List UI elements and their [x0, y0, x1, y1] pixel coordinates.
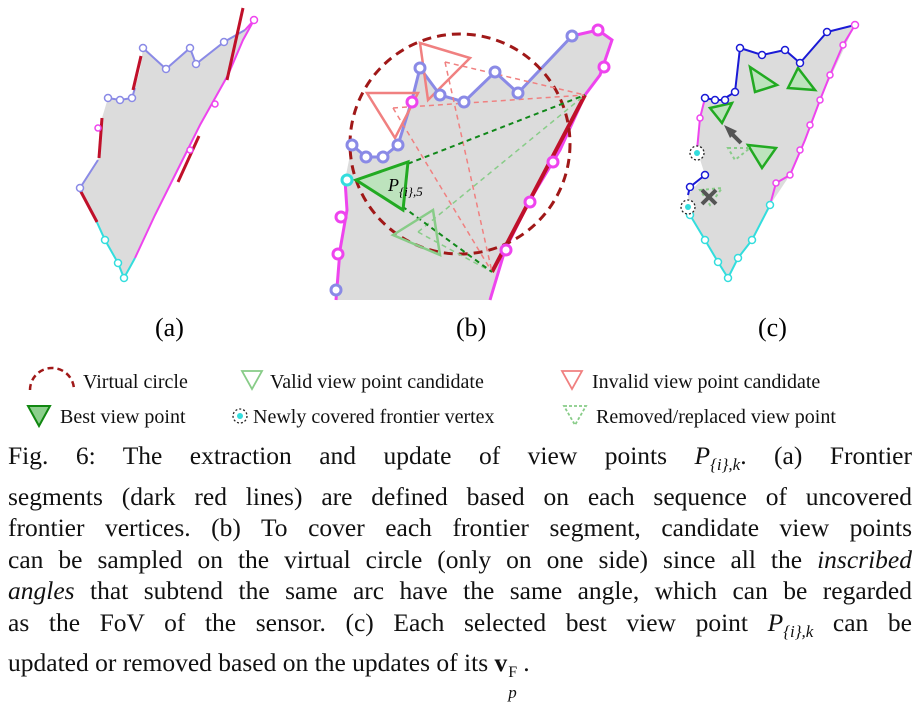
legend-removed-replaced-label: Removed/replaced view point: [596, 406, 836, 428]
legend: Virtual circle Valid view point candidat…: [26, 366, 836, 429]
panel-a-blue-boundary-lower: [79, 159, 99, 189]
panel-b-point-label: P{i},5: [387, 175, 423, 199]
panel-c-best-view-point: [786, 65, 818, 92]
panel-a-frontier-segment: [225, 7, 245, 81]
panel-a-frontier-segment: [131, 55, 143, 91]
panel-b-label: (b): [456, 313, 486, 342]
legend-newly-covered-icon-core: [237, 413, 243, 419]
panel-a: (a): [75, 7, 259, 342]
panel-b-magenta-boundary-left: [334, 179, 349, 301]
figure-caption: Fig. 6: The extraction and update of vie…: [8, 440, 912, 702]
caption-line-7: updated or removed based on the updates …: [8, 648, 530, 702]
caption-line-5: angles that subtend the same arc have th…: [8, 576, 912, 605]
panel-a-frontier-segment: [97, 117, 104, 159]
panel-b-valid-rays: [417, 94, 586, 273]
legend-best-view-point-icon: [26, 405, 52, 429]
caption-line-1: Fig. 6: The extraction and update of vie…: [8, 441, 912, 474]
panel-c-remove-cross: [700, 188, 718, 206]
legend-virtual-circle-icon: [28, 366, 76, 391]
legend-valid-candidate-icon: [240, 370, 264, 391]
caption-line-3: frontier vertices. (b) To cover each fro…: [8, 513, 912, 542]
panel-b-valid-candidate: [390, 207, 442, 258]
panel-b: P{i},5 (b): [329, 23, 614, 342]
panel-c-best-view-point: [707, 101, 735, 126]
panel-b-invalid-rays: [392, 61, 586, 273]
panel-a-free-space: [80, 20, 254, 278]
caption-line-4: can be sampled on the virtual circle (on…: [8, 544, 912, 574]
panel-b-invalid-candidate: [364, 91, 421, 141]
legend-best-view-point-label: Best view point: [60, 406, 186, 428]
legend-invalid-candidate-label: Invalid view point candidate: [592, 371, 820, 393]
legend-valid-candidate-label: Valid view point candidate: [270, 371, 484, 393]
panel-a-blue-boundary-left: [107, 87, 136, 102]
caption-line-6: as the FoV of the sensor. (c) Each selec…: [8, 607, 912, 641]
panel-c-newly-covered-vertices: [680, 145, 705, 215]
panel-a-frontier-segment: [176, 135, 201, 183]
panel-c-removed-view-point: [698, 186, 725, 207]
panel-c-removed-view-point: [726, 147, 753, 162]
panel-a-vertices: [75, 15, 259, 283]
legend-newly-covered-label: Newly covered frontier vertex: [253, 406, 495, 428]
panel-c: (c): [680, 20, 860, 342]
panel-c-best-view-point: [745, 143, 779, 171]
legend-removed-replaced-icon: [562, 405, 588, 427]
panel-a-label: (a): [155, 313, 184, 342]
panel-b-best-view-point: [352, 159, 410, 213]
panel-a-frontier-segment: [78, 189, 99, 223]
panel-c-best-view-point: [748, 64, 780, 94]
caption-line-2: segments (dark red lines) are defined ba…: [8, 481, 912, 511]
legend-invalid-candidate-icon: [560, 370, 584, 391]
panel-c-update-arrow: [724, 125, 743, 145]
panel-b-vertices: [329, 23, 611, 297]
panel-c-label: (c): [758, 313, 787, 342]
panel-c-vertices: [685, 20, 860, 283]
panel-b-free-space: [336, 30, 612, 300]
legend-virtual-circle-label: Virtual circle: [83, 371, 188, 393]
